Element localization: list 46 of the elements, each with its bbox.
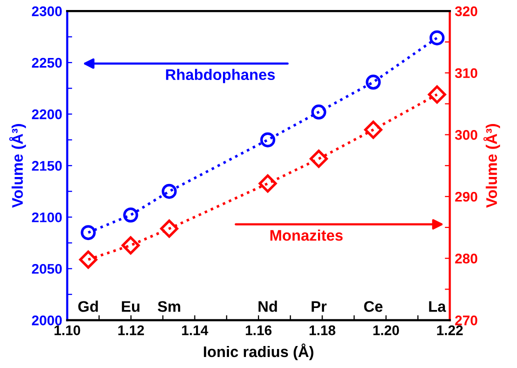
- y-tick-label: 2150: [32, 160, 62, 171]
- text: Monazites: [270, 230, 343, 241]
- y2-tick-label: 290: [455, 192, 478, 202]
- y2-tick-label: 320: [454, 6, 478, 16]
- point: [79, 250, 98, 269]
- y2-tick-label: 300: [454, 130, 478, 140]
- point: [430, 30, 445, 46]
- point: [123, 208, 138, 223]
- point: [80, 225, 96, 240]
- point: [258, 174, 277, 193]
- point: [260, 132, 276, 148]
- y-tick-label: 2100: [32, 212, 62, 222]
- point: [364, 120, 382, 139]
- x-tick-label: 1.20: [373, 325, 399, 336]
- annotation: Ce: [364, 301, 383, 312]
- point: [160, 220, 178, 238]
- point: [162, 184, 177, 199]
- x-tick-label: 1.18: [310, 325, 336, 336]
- y-tick-label: 2050: [32, 264, 62, 274]
- x-axis-title: Ionic radius (Å): [204, 344, 314, 360]
- annotation: Pr: [312, 301, 327, 312]
- y-axis-title: Volume (Å³): [9, 124, 26, 208]
- annotation: Gd: [78, 300, 98, 312]
- point: [122, 236, 140, 254]
- y2-tick-label: 310: [454, 68, 478, 78]
- y-tick-label: 2200: [32, 109, 62, 120]
- y-tick-label: 2000: [32, 315, 62, 326]
- x-tick-label: 1.12: [118, 325, 144, 336]
- y-tick-label: 2300: [32, 6, 62, 16]
- y-tick-label: 2250: [32, 58, 62, 68]
- x-tick-label: 1.10: [54, 325, 80, 336]
- annotation: Sm: [158, 301, 180, 312]
- y2-tick-label: 270: [455, 315, 478, 326]
- x-tick-label: 1.22: [437, 325, 463, 336]
- x-tick-label: 1.16: [246, 325, 272, 336]
- point: [366, 74, 381, 90]
- point: [310, 150, 328, 168]
- annotation: Nd: [258, 300, 277, 312]
- y2-axis-title: Volume (Å³): [483, 124, 500, 208]
- annotation: La: [429, 301, 446, 312]
- x-tick-label: 1.14: [182, 326, 208, 336]
- y2-tick-label: 280: [455, 254, 478, 264]
- text: Rhabdophanes: [166, 68, 275, 84]
- point: [311, 104, 326, 120]
- point: [428, 85, 446, 104]
- annotation: Eu: [122, 301, 140, 312]
